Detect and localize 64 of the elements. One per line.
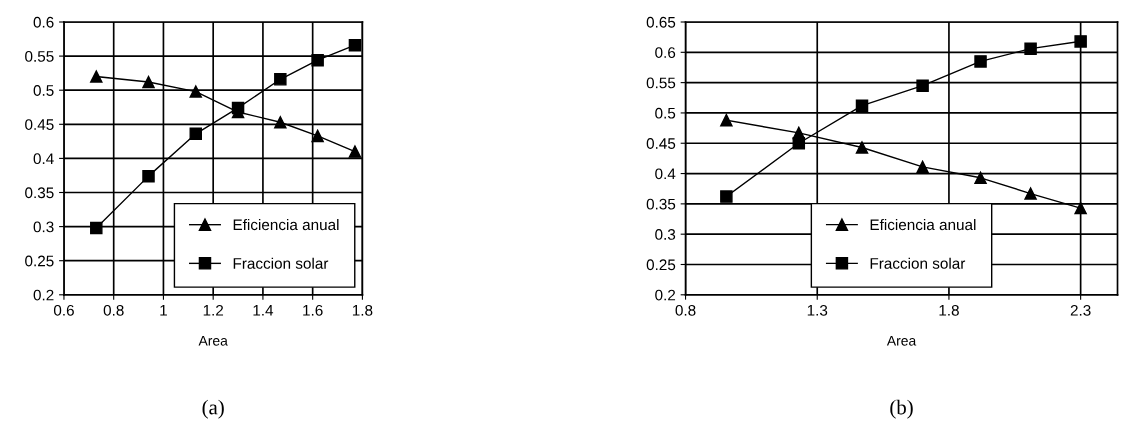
y-tick-label: 0.65 [646, 16, 676, 28]
point [916, 160, 929, 174]
y-tick-label: 0.5 [33, 85, 54, 96]
x-tick-label: 1.2 [203, 304, 224, 316]
legend-label: Fraccion solar [233, 257, 329, 269]
y-tick-label: 0.45 [25, 119, 54, 130]
legend-label: Fraccion solar [870, 257, 966, 269]
point [189, 127, 203, 141]
point [142, 169, 155, 183]
x-tick-label: 1 [160, 305, 167, 316]
x-tick-label: 0.8 [103, 304, 124, 316]
x-tick-label: 1.8 [352, 304, 373, 316]
x-tick-label: 0.6 [53, 304, 74, 316]
y-tick-label: 0.55 [646, 77, 676, 89]
point [90, 70, 103, 83]
point [348, 145, 362, 158]
text: (b) [890, 399, 913, 419]
y-tick-label: 0.35 [646, 198, 676, 210]
point [855, 99, 869, 112]
y-tick-label: 0.3 [655, 229, 676, 240]
x-tick-label: 1.8 [939, 304, 959, 316]
y-tick-label: 0.2 [655, 289, 676, 301]
point [792, 136, 806, 150]
y-tick-label: 0.6 [655, 47, 676, 58]
point [274, 116, 287, 129]
point [720, 113, 733, 127]
y-tick-label: 0.6 [33, 16, 54, 28]
point [348, 38, 362, 52]
point [974, 171, 987, 185]
point [311, 53, 324, 67]
point [974, 55, 987, 68]
y-tick-label: 0.5 [655, 107, 676, 119]
point [142, 75, 155, 89]
y-tick-label: 0.2 [33, 289, 54, 301]
text: (a) [202, 399, 224, 419]
x-tick-label: 2.3 [1070, 304, 1091, 316]
point [189, 85, 203, 98]
legend-label: Eficiencia anual [233, 218, 339, 231]
y-tick-label: 0.25 [646, 259, 676, 271]
point [311, 129, 324, 143]
point [916, 79, 929, 92]
y-tick-label: 0.45 [646, 138, 676, 149]
y-tick-label: 0.4 [33, 153, 54, 165]
x-axis-title: Area [886, 335, 917, 346]
point [274, 73, 287, 86]
point [1074, 35, 1087, 48]
x-tick-label: 1.4 [253, 305, 274, 316]
point [1024, 187, 1037, 200]
x-axis-title: Area [198, 335, 228, 346]
y-tick-label: 0.25 [25, 255, 54, 267]
x-tick-label: 0.8 [675, 304, 696, 316]
legend-label: Eficiencia anual [870, 218, 976, 231]
point [90, 221, 103, 235]
y-tick-label: 0.3 [33, 221, 54, 233]
point [720, 190, 733, 203]
point [1024, 42, 1037, 55]
y-tick-label: 0.4 [655, 168, 676, 180]
point [855, 141, 869, 154]
y-tick-label: 0.35 [25, 187, 54, 199]
y-tick-label: 0.55 [25, 50, 54, 62]
x-tick-label: 1.3 [807, 304, 828, 316]
point [231, 101, 245, 115]
x-tick-label: 1.6 [303, 304, 323, 316]
point [1074, 201, 1087, 215]
